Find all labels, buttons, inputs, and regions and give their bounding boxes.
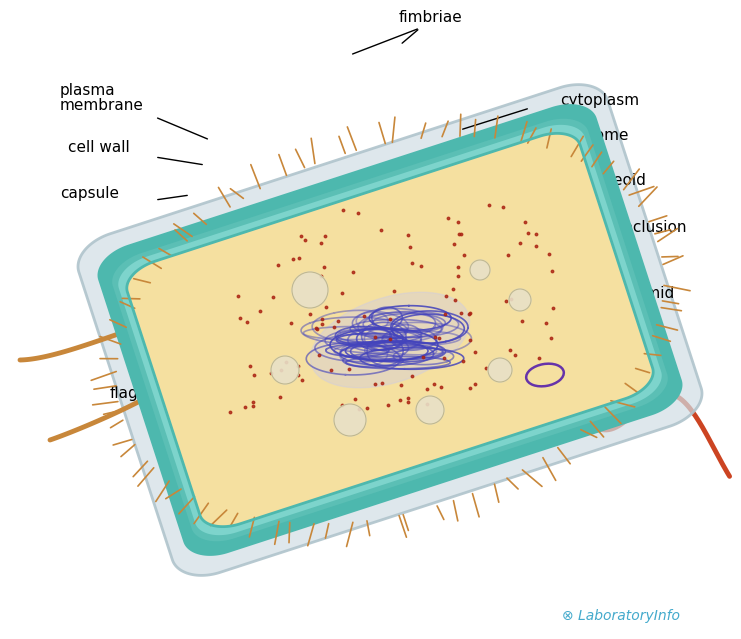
Ellipse shape <box>488 358 512 382</box>
Text: plasma: plasma <box>60 83 116 98</box>
Ellipse shape <box>292 272 328 308</box>
Ellipse shape <box>470 260 490 280</box>
Polygon shape <box>98 104 682 556</box>
Text: pilus: pilus <box>148 276 184 291</box>
Text: fimbriae: fimbriae <box>398 10 462 25</box>
Ellipse shape <box>416 396 444 424</box>
Ellipse shape <box>509 289 531 311</box>
Text: cytoplasm: cytoplasm <box>560 93 639 108</box>
Text: inclusion: inclusion <box>620 220 688 235</box>
Ellipse shape <box>310 292 470 388</box>
Text: cell wall: cell wall <box>68 140 130 155</box>
Text: flagellum: flagellum <box>110 386 182 401</box>
Polygon shape <box>112 119 668 541</box>
Ellipse shape <box>271 356 299 384</box>
Text: ⊗ LaboratoryInfo: ⊗ LaboratoryInfo <box>562 609 680 623</box>
Text: membrane: membrane <box>60 98 144 113</box>
Ellipse shape <box>334 404 366 436</box>
Text: plasmid: plasmid <box>615 286 675 301</box>
Polygon shape <box>127 134 653 527</box>
Polygon shape <box>119 125 662 535</box>
Text: ribosome: ribosome <box>558 128 630 143</box>
Text: capsule: capsule <box>60 186 119 201</box>
Polygon shape <box>78 84 702 575</box>
Text: nucleoid: nucleoid <box>582 173 647 188</box>
